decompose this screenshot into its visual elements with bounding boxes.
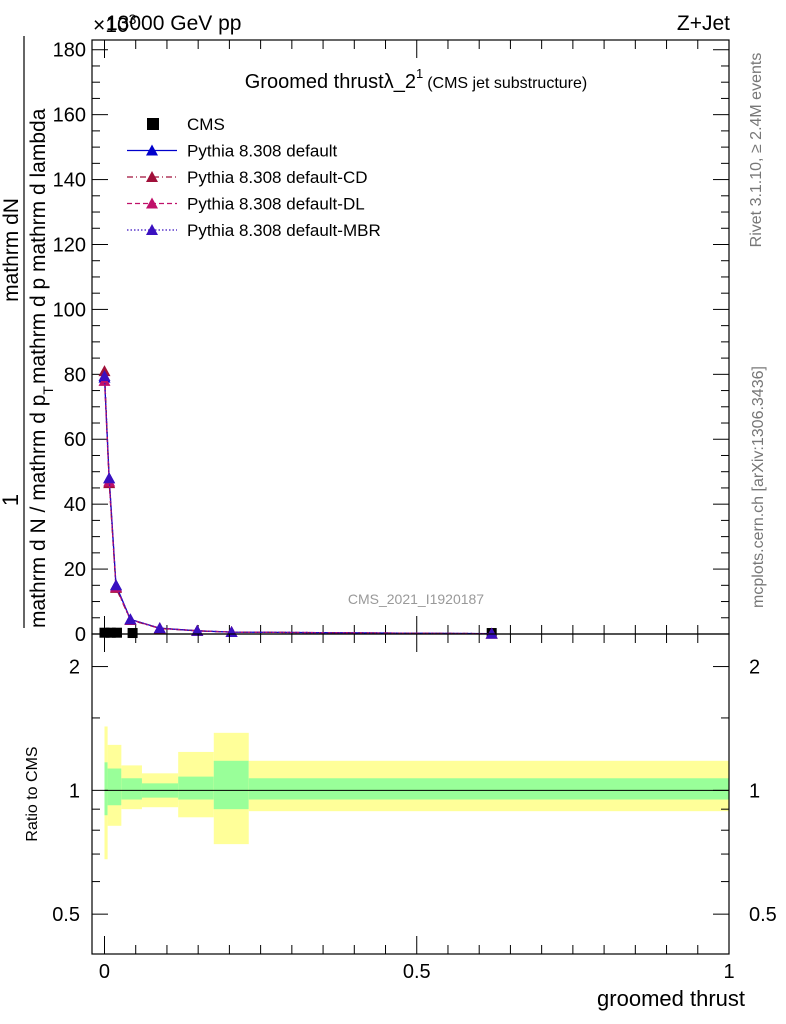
y-tick-label: 80 [64,364,86,386]
ratio-inner-band [107,768,122,806]
ratio-tick-label: 0.5 [52,904,80,926]
main-panel: 0 20 40 60 80 100 120 140 160 180 Groomed thrustλ… [53,39,730,646]
x-axis-label: groomed thrust [597,986,745,1011]
series-marker [485,627,498,639]
ratio-tick-label-right: 1 [749,780,760,802]
ratio-inner-band [213,760,249,810]
series-marker [124,613,137,625]
y-tick-label: 40 [64,494,86,516]
legend-label: Pythia 8.308 default-DL [187,195,365,214]
main-y-ticks: 0 20 40 60 80 100 120 140 160 180 [53,40,729,646]
y-tick-label: 140 [53,170,86,192]
y-tick-label: 100 [53,299,86,321]
rivet-label: Rivet 3.1.10, ≥ 2.4M events [748,53,765,248]
y-tick-label: 120 [53,234,86,256]
process-label: Z+Jet [677,12,730,35]
analysis-watermark: CMS_2021_I1920187 [348,591,484,607]
legend-label: Pythia 8.308 default-CD [187,168,368,187]
ratio-tick-label: 1 [69,780,80,802]
y-tick-label: 20 [64,559,86,581]
legend-label: Pythia 8.308 default-MBR [187,221,381,240]
ratio-y-label: Ratio to CMS [24,746,41,841]
legend-marker-triangle [146,171,158,182]
series-marker [103,472,116,484]
cms-data-point [99,627,110,638]
ratio-x-ticks: 0 0.5 1 [99,634,735,983]
cms-data-point [127,628,138,639]
legend-marker-triangle [146,197,158,209]
legend-marker-triangle [146,144,158,156]
ratio-tick-label: 2 [69,657,80,679]
mcplots-label: mcplots.cern.ch [arXiv:1306.3436] [750,366,767,608]
ratio-inner-band [104,762,108,816]
y-tick-label: 0 [75,624,86,646]
ratio-y-ticks: 0.5 0.5 1 1 2 2 [52,657,777,927]
ratio-inner-band [248,778,729,800]
ratio-panel: 0.5 0.51 12 2 0 0.5 1 [52,633,777,983]
legend: CMS Pythia 8.308 default Pythia 8.308 defa… [127,115,381,240]
legend-label: Pythia 8.308 default [187,142,338,161]
ratio-inner-band [121,778,142,800]
y-tick-label: 180 [53,40,86,62]
ratio-tick-label-right: 2 [749,657,760,679]
ratio-frame [91,633,730,955]
y-label-line-a: mathrm d N / mathrm d pTmathrm d p mathr… [27,108,56,628]
ratio-inner-band [178,776,214,800]
y-label-one: 1 [0,494,23,506]
cms-data-point [105,627,116,638]
cms-data-point [111,627,122,638]
series-line [103,375,492,635]
series-marker [110,579,123,591]
plot-title: Groomed thrustλ_21(CMS jet substructure) [245,66,587,93]
legend-label: CMS [187,115,225,134]
series-marker [191,624,204,636]
y-tick-label: 160 [53,105,86,127]
x-tick-label: 0 [99,961,110,983]
x-tick-label: 0.5 [403,961,431,983]
main-y-axis-label: 1 mathrm d N / mathrm d pTmathrm d p mat… [0,36,56,628]
main-series [98,365,498,639]
energy-label: 13000 GeV pp [106,12,241,35]
y-tick-label: 60 [64,429,86,451]
series-marker [153,622,166,634]
x-tick-label: 1 [723,961,734,983]
legend-marker-square [147,118,159,130]
series-marker [98,369,111,381]
y-label-numerator: mathrm dN [0,198,23,302]
legend-marker-triangle [146,224,158,235]
ratio-tick-label-right: 0.5 [749,904,777,926]
ratio-bands [104,726,729,860]
exponent-label: ×103 [93,11,137,37]
